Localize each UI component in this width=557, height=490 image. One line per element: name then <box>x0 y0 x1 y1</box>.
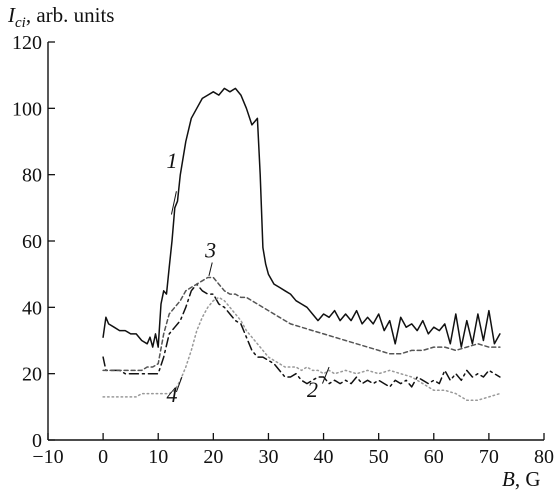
series-label-leader-2 <box>321 366 330 384</box>
x-tick-label: 10 <box>148 446 168 468</box>
x-tick-label: 60 <box>424 446 444 468</box>
series-label-leader-1 <box>170 191 177 215</box>
y-tick-label: 120 <box>12 32 42 54</box>
series-label-4: 4 <box>167 382 178 407</box>
x-axis-title: B, G <box>502 467 541 490</box>
x-tick-label: 80 <box>534 446 554 468</box>
series-label-leader-3 <box>208 262 213 276</box>
series-line-3 <box>102 276 501 372</box>
chart-series <box>102 87 501 401</box>
x-tick-label: 70 <box>479 446 499 468</box>
x-tick-label: 0 <box>98 446 108 468</box>
x-tick-label: −10 <box>32 446 63 468</box>
x-tick-label: 20 <box>203 446 223 468</box>
y-tick-label: 80 <box>22 165 42 187</box>
chart-labels: 1 2 3 4 <box>167 148 330 407</box>
series-label-leader-4 <box>175 376 183 393</box>
x-tick-label: 30 <box>258 446 278 468</box>
y-tick-label: 20 <box>22 364 42 386</box>
y-axis-symbol: I <box>7 3 16 27</box>
series-label-3: 3 <box>204 238 216 263</box>
series-label-2: 2 <box>307 377 318 402</box>
x-tick-label: 50 <box>369 446 389 468</box>
series-line-2 <box>102 283 501 388</box>
series-line-1 <box>102 87 501 348</box>
x-axis-symbol: B <box>502 467 515 490</box>
x-tick-label: 40 <box>314 446 334 468</box>
y-tick-label: 100 <box>12 98 42 120</box>
series-label-1: 1 <box>167 148 178 173</box>
y-tick-label: 0 <box>32 430 42 452</box>
y-tick-label: 40 <box>22 297 42 319</box>
series-line-4 <box>102 296 501 401</box>
y-axis-unit: , arb. units <box>26 3 115 27</box>
x-axis-unit: , G <box>515 467 541 490</box>
y-axis-subscript: ci <box>15 15 26 31</box>
y-tick-label: 60 <box>22 231 42 253</box>
y-axis-title: Ici, arb. units <box>7 3 114 31</box>
